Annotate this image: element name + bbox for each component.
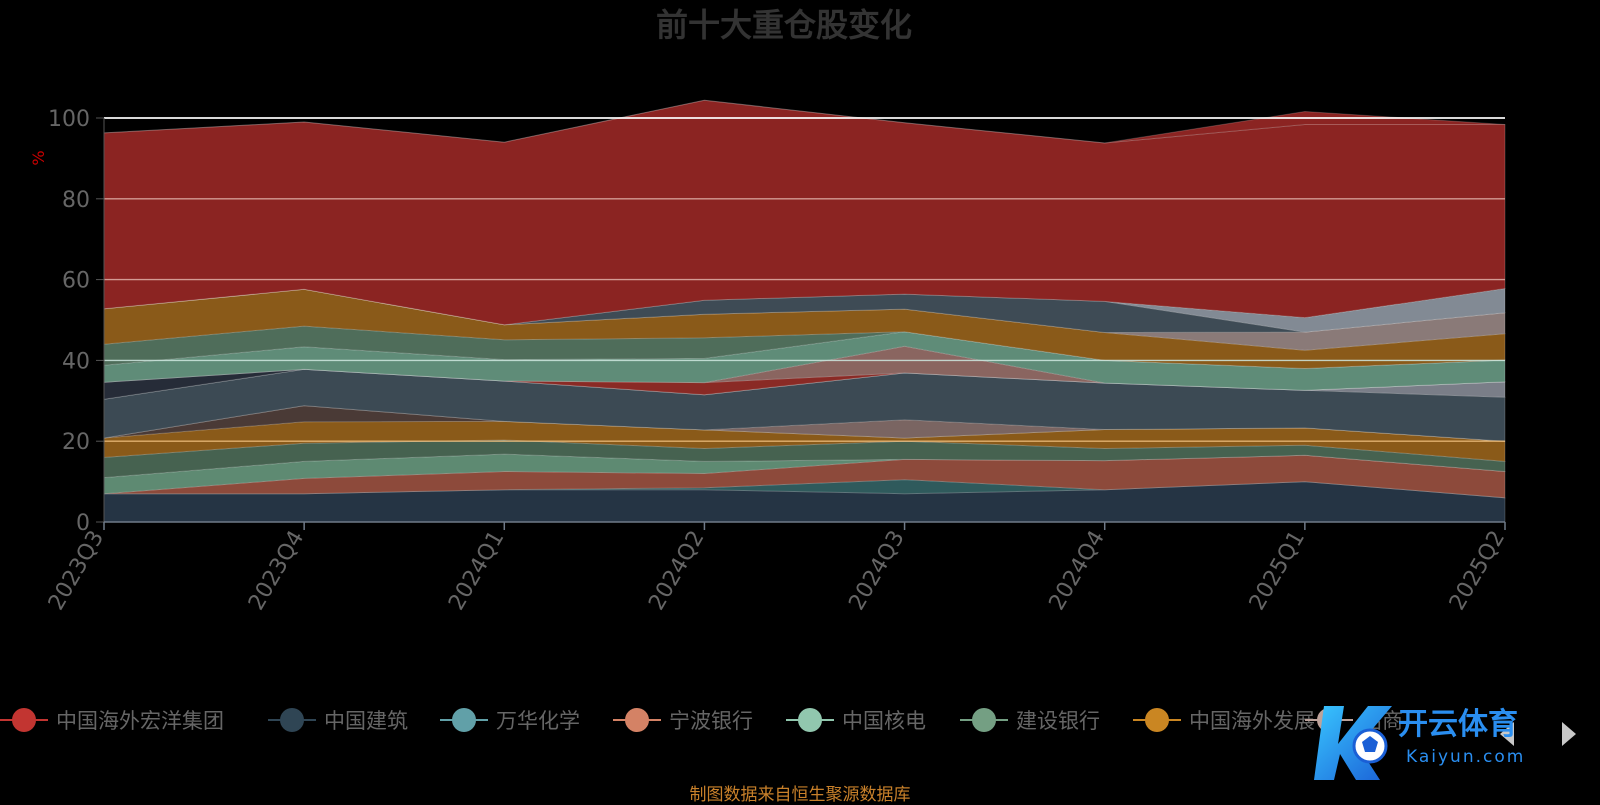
legend-marker-icon xyxy=(786,708,834,732)
legend-marker-icon xyxy=(1133,708,1181,732)
legend-prev-icon[interactable] xyxy=(1500,722,1514,746)
gridlines xyxy=(104,117,1505,442)
legend-label: 宁波银行 xyxy=(669,709,753,733)
area-layers xyxy=(103,99,1506,523)
legend-label: 中国海外发展 xyxy=(1189,709,1315,733)
area-series-2 xyxy=(103,454,1506,499)
x-tick-label: 2024Q4 xyxy=(1045,527,1110,615)
legend-label: 中国核电 xyxy=(842,709,926,733)
y-tick-label: 60 xyxy=(62,269,90,294)
area-series-20 xyxy=(103,99,1506,144)
x-tick-label: 2024Q2 xyxy=(644,527,709,615)
chart-title: 前十大重仓股变化 xyxy=(656,6,912,44)
y-tick-label: 20 xyxy=(62,430,90,455)
legend-label: 建设银行 xyxy=(1016,709,1100,733)
brand-name: 开云体育 xyxy=(1398,707,1518,742)
legend-item[interactable]: 建设银行 xyxy=(960,700,1100,740)
x-tick-label: 2025Q2 xyxy=(1445,527,1510,615)
x-tick-label: 2024Q1 xyxy=(444,527,509,615)
legend-marker-icon xyxy=(440,708,488,732)
legend-label: 中国海外宏洋集团 xyxy=(56,709,224,733)
legend-marker-icon xyxy=(0,708,48,732)
legend-item[interactable]: 中国海外宏洋集团 xyxy=(0,700,224,740)
y-tick-label: 100 xyxy=(48,107,90,132)
area-series-19 xyxy=(103,99,1506,326)
x-tick-label: 2023Q3 xyxy=(44,527,109,615)
legend: 中国海外宏洋集团 中国建筑 万华化学 宁波银行 中国核电 建设银行 中国海外发展 招商 xyxy=(0,700,1600,740)
brand-logo: 开云体育 Kaiyun.com xyxy=(1314,706,1525,780)
y-tick-label: 80 xyxy=(62,188,90,213)
legend-item[interactable]: 中国建筑 xyxy=(268,700,408,740)
legend-item[interactable]: 中国核电 xyxy=(786,700,926,740)
y-axis: 0 20 40 60 80 100 xyxy=(48,107,105,536)
x-axis: 2023Q3 2023Q4 2024Q1 2024Q2 2024Q3 2024Q4 2025… xyxy=(44,521,1510,615)
legend-marker-icon xyxy=(268,708,316,732)
area-series-3 xyxy=(103,453,1506,495)
area-series-9 xyxy=(103,368,1506,400)
brand-domain: Kaiyun.com xyxy=(1406,747,1525,767)
x-tick-label: 2024Q3 xyxy=(844,527,909,615)
legend-pager xyxy=(1500,722,1590,756)
legend-next-icon[interactable] xyxy=(1562,722,1576,746)
y-axis-label: % xyxy=(29,150,48,165)
legend-marker-icon xyxy=(960,708,1008,732)
legend-item[interactable]: 宁波银行 xyxy=(613,700,753,740)
x-tick-label: 2023Q4 xyxy=(244,527,309,615)
legend-label: 中国建筑 xyxy=(324,709,408,733)
x-tick-label: 2025Q1 xyxy=(1245,527,1310,615)
legend-item[interactable]: 中国海外发展 xyxy=(1133,700,1315,740)
y-tick-label: 0 xyxy=(76,511,90,536)
legend-label: 万华化学 xyxy=(496,709,580,733)
legend-marker-icon xyxy=(613,708,661,732)
legend-item[interactable]: 万华化学 xyxy=(440,700,580,740)
y-tick-label: 40 xyxy=(62,349,90,374)
